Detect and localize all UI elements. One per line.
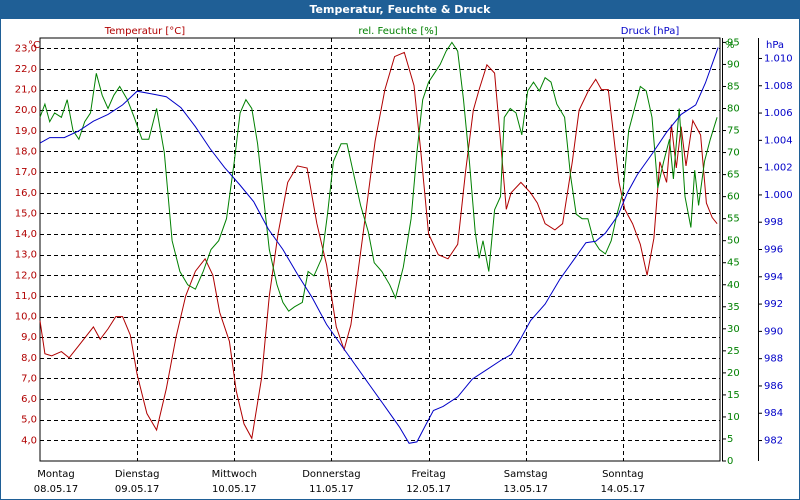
pressure-unit-label: hPa: [766, 40, 784, 51]
temperature-tick-label: 10,0: [15, 312, 37, 323]
x-tick-day: Dienstag: [115, 469, 160, 480]
window-title: Temperatur, Feuchte & Druck: [1, 1, 799, 19]
pressure-tick-label: 1.008: [764, 81, 793, 92]
plot-area: [39, 37, 721, 462]
x-tick-date: 09.05.17: [115, 484, 160, 495]
x-tick-date: 08.05.17: [34, 484, 79, 495]
temperature-tick-label: 11,0: [15, 291, 37, 302]
temperature-tick-label: 14,0: [15, 229, 37, 240]
pressure-tick-label: 992: [764, 299, 783, 310]
temperature-tick-label: 20,0: [15, 105, 37, 116]
humidity-tick-label: 55: [727, 214, 740, 225]
temperature-unit-label: °C: [28, 40, 40, 51]
pressure-tick-label: 984: [764, 408, 783, 419]
humidity-tick-label: 85: [727, 81, 740, 92]
pressure-tick-label: 1.002: [764, 163, 793, 174]
pressure-tick-label: 1.000: [764, 190, 793, 201]
temperature-tick-label: 13,0: [15, 250, 37, 261]
x-tick-date: 14.05.17: [601, 484, 646, 495]
temperature-tick-label: 6,0: [21, 394, 37, 405]
humidity-tick-label: 5: [727, 434, 733, 445]
x-tick-day: Samstag: [504, 469, 548, 480]
temperature-tick-label: 21,0: [15, 85, 37, 96]
temperature-tick-label: 22,0: [15, 64, 37, 75]
humidity-tick-label: 75: [727, 126, 740, 137]
legend-label: Temperatur [°C]: [104, 26, 185, 37]
legend-label: Druck [hPa]: [621, 26, 680, 37]
humidity-tick-label: 70: [727, 148, 740, 159]
pressure-tick-label: 1.006: [764, 108, 793, 119]
pressure-tick-label: 994: [764, 272, 783, 283]
humidity-tick-label: 45: [727, 258, 740, 269]
humidity-tick-label: 95: [727, 37, 740, 48]
x-tick-date: 10.05.17: [212, 484, 257, 495]
series-line-pressure: [39, 47, 719, 444]
pressure-tick-label: 996: [764, 245, 783, 256]
pressure-tick-label: 988: [764, 354, 783, 365]
series-line-temperature: [39, 51, 718, 440]
temperature-tick-label: 23,0: [15, 43, 37, 54]
x-tick-day: Sonntag: [602, 469, 644, 480]
temperature-tick-label: 9,0: [21, 332, 37, 343]
temperature-tick-label: 17,0: [15, 167, 37, 178]
humidity-tick-label: 25: [727, 346, 740, 357]
x-tick-date: 12.05.17: [406, 484, 451, 495]
humidity-tick-label: 65: [727, 170, 740, 181]
x-tick-day: Freitag: [411, 469, 445, 480]
humidity-tick-label: 15: [727, 390, 740, 401]
temperature-tick-label: 4,0: [21, 435, 37, 446]
humidity-tick-label: 10: [727, 412, 740, 423]
humidity-tick-label: 0: [727, 456, 733, 467]
humidity-tick-label: 90: [727, 59, 740, 70]
temperature-tick-label: 15,0: [15, 208, 37, 219]
pressure-tick-label: 982: [764, 436, 783, 447]
temperature-tick-label: 8,0: [21, 353, 37, 364]
x-tick-date: 13.05.17: [503, 484, 548, 495]
pressure-tick-label: 998: [764, 217, 783, 228]
x-tick-day: Donnerstag: [302, 469, 360, 480]
humidity-tick-label: 60: [727, 192, 740, 203]
pressure-tick-label: 1.004: [764, 135, 793, 146]
temperature-tick-label: 18,0: [15, 146, 37, 157]
humidity-unit-label: %: [725, 40, 735, 51]
temperature-tick-label: 12,0: [15, 270, 37, 281]
x-tick-day: Montag: [37, 469, 74, 480]
temperature-tick-label: 19,0: [15, 126, 37, 137]
humidity-tick-label: 35: [727, 302, 740, 313]
temperature-tick-label: 5,0: [21, 415, 37, 426]
humidity-tick-label: 30: [727, 324, 740, 335]
humidity-tick-label: 50: [727, 236, 740, 247]
pressure-tick-label: 986: [764, 381, 783, 392]
temperature-tick-label: 7,0: [21, 373, 37, 384]
humidity-tick-label: 20: [727, 368, 740, 379]
legend-label: rel. Feuchte [%]: [358, 26, 437, 37]
temperature-tick-label: 16,0: [15, 188, 37, 199]
series-line-humidity: [39, 41, 718, 312]
pressure-tick-label: 1.010: [764, 53, 793, 64]
humidity-tick-label: 80: [727, 104, 740, 115]
x-tick-day: Mittwoch: [212, 469, 257, 480]
pressure-tick-label: 990: [764, 326, 783, 337]
x-tick-date: 11.05.17: [309, 484, 354, 495]
humidity-tick-label: 40: [727, 280, 740, 291]
